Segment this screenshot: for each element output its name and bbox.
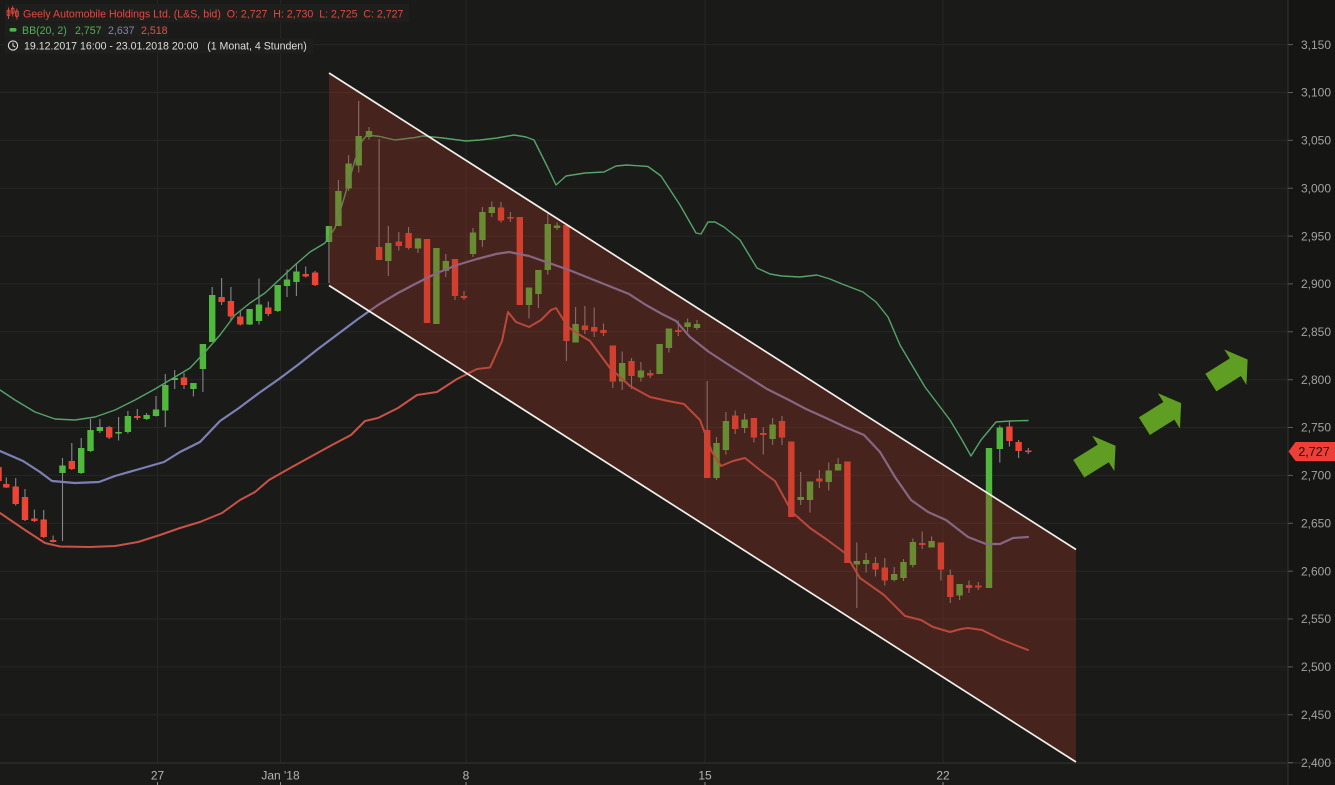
svg-text:2,500: 2,500 (1301, 660, 1331, 674)
svg-text:2,757: 2,757 (75, 25, 102, 37)
svg-text:Geely Automobile Holdings Ltd.: Geely Automobile Holdings Ltd. (L&S, bid… (23, 8, 404, 20)
svg-text:3,050: 3,050 (1301, 134, 1331, 148)
svg-text:2,550: 2,550 (1301, 612, 1331, 626)
svg-text:BB(20, 2): BB(20, 2) (22, 25, 67, 37)
svg-text:2,800: 2,800 (1301, 373, 1331, 387)
svg-text:2,600: 2,600 (1301, 564, 1331, 578)
svg-text:19.12.2017 16:00 - 23.01.2018: 19.12.2017 16:00 - 23.01.2018 20:00 (1 M… (24, 41, 307, 53)
svg-text:27: 27 (151, 769, 165, 783)
svg-text:2,700: 2,700 (1301, 469, 1331, 483)
svg-text:2,518: 2,518 (141, 25, 168, 37)
svg-text:2,900: 2,900 (1301, 277, 1331, 291)
svg-text:2,450: 2,450 (1301, 708, 1331, 722)
svg-text:3,000: 3,000 (1301, 181, 1331, 195)
svg-text:2,750: 2,750 (1301, 421, 1331, 435)
svg-text:2,650: 2,650 (1301, 517, 1331, 531)
svg-text:2,637: 2,637 (108, 25, 135, 37)
svg-text:2,950: 2,950 (1301, 229, 1331, 243)
svg-text:Jan '18: Jan '18 (261, 769, 300, 783)
svg-text:3,100: 3,100 (1301, 86, 1331, 100)
svg-text:2,850: 2,850 (1301, 325, 1331, 339)
svg-text:8: 8 (463, 769, 470, 783)
svg-text:22: 22 (936, 769, 950, 783)
svg-text:2,400: 2,400 (1301, 756, 1331, 770)
svg-text:3,150: 3,150 (1301, 38, 1331, 52)
svg-text:15: 15 (698, 769, 712, 783)
svg-text:2,727: 2,727 (1298, 445, 1329, 459)
